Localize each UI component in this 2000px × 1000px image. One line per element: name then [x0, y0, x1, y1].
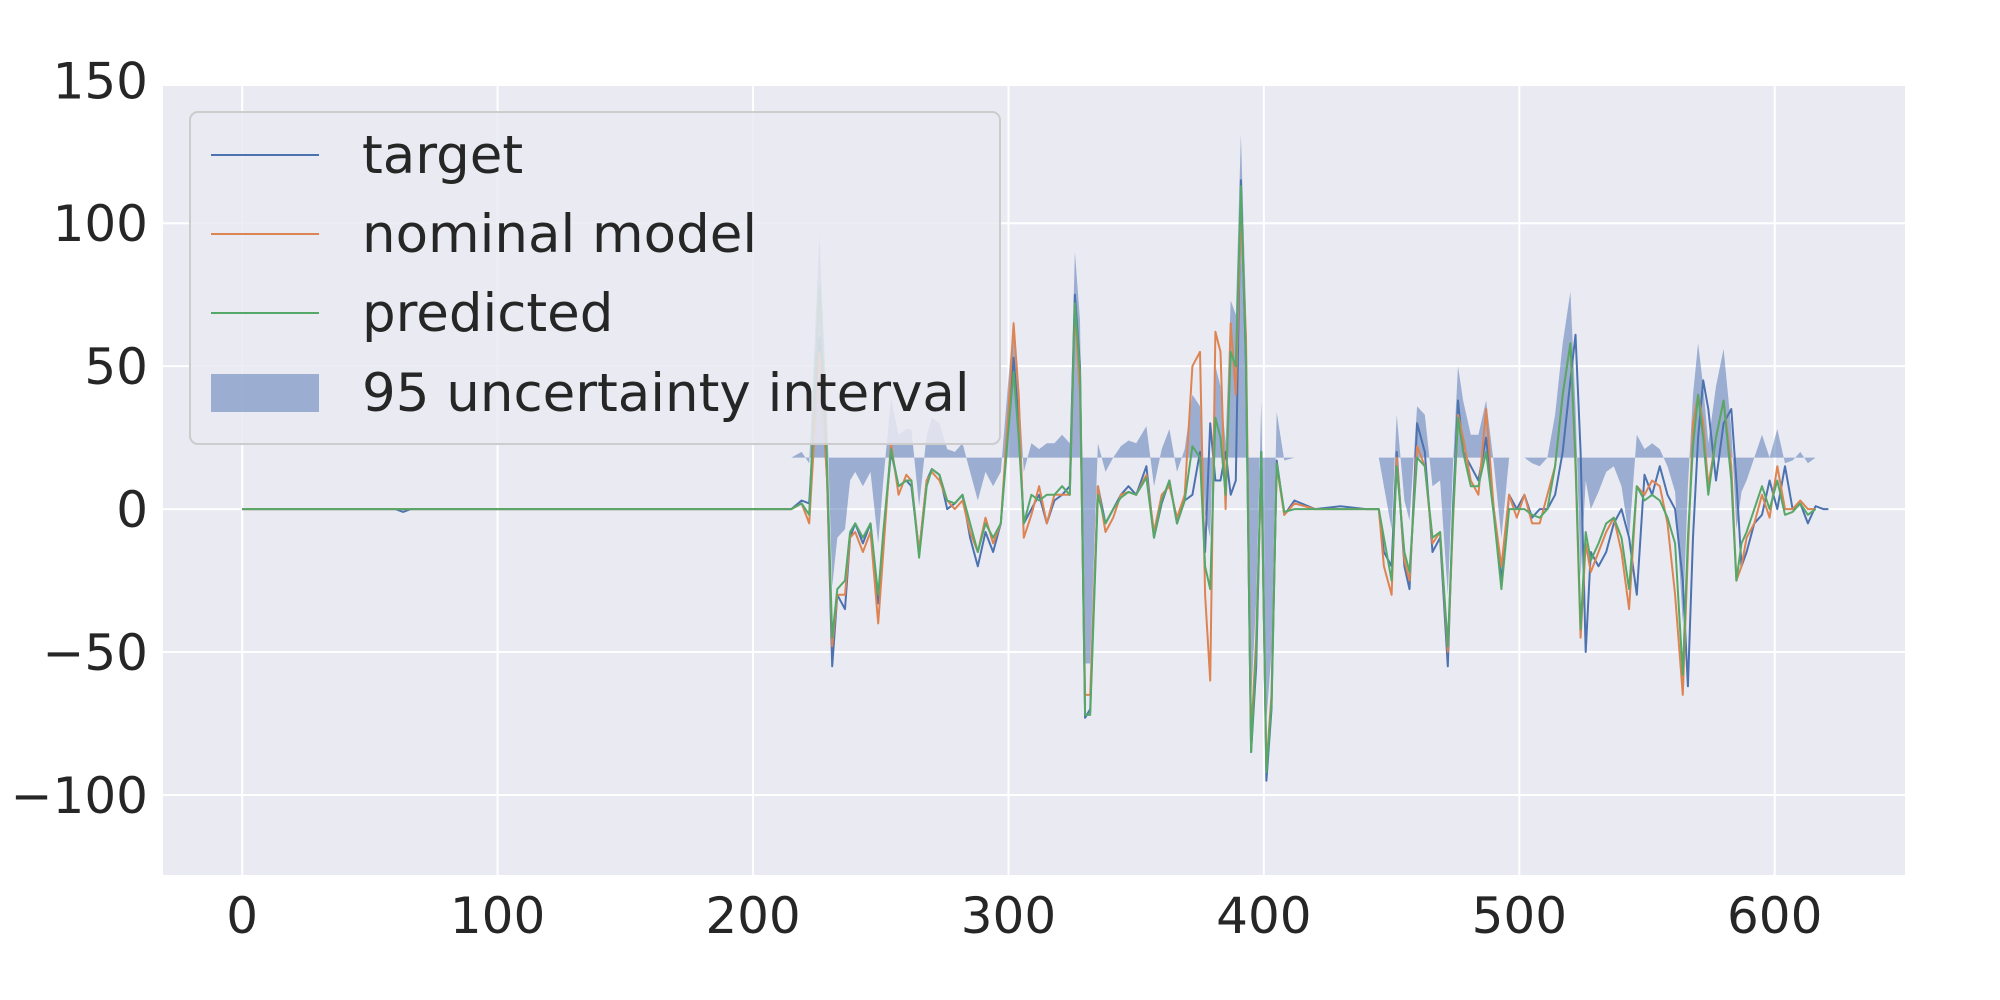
x-tick-label: 300 [961, 887, 1056, 945]
x-tick-label: 0 [226, 887, 258, 945]
y-axis-ticks: 150 100 50 0 −50 −100 [11, 52, 148, 825]
legend-predicted-label: predicted [362, 283, 613, 344]
y-tick-label: 0 [116, 481, 148, 539]
series-lines [242, 179, 1829, 782]
y-tick-label: −50 [42, 624, 148, 682]
x-tick-label: 600 [1727, 887, 1822, 945]
x-tick-label: 100 [450, 887, 545, 945]
x-tick-label: 400 [1216, 887, 1311, 945]
legend-frame [189, 111, 1001, 445]
y-tick-label: 50 [84, 338, 148, 396]
y-tick-label: −100 [11, 767, 148, 825]
legend-nominal-label: nominal model [362, 204, 757, 265]
x-axis-ticks: 0 100 200 300 400 500 600 [226, 887, 1822, 945]
legend-interval-label: 95 uncertainty interval [362, 363, 970, 424]
y-tick-label: 100 [53, 195, 148, 253]
predicted-line [242, 185, 1817, 774]
legend-interval-swatch [211, 374, 319, 412]
y-tick-label: 150 [53, 52, 148, 110]
x-tick-label: 500 [1472, 887, 1567, 945]
legend: target nominal model predicted 95 uncert… [189, 111, 1001, 445]
legend-target-label: target [362, 125, 523, 186]
x-tick-label: 200 [705, 887, 800, 945]
